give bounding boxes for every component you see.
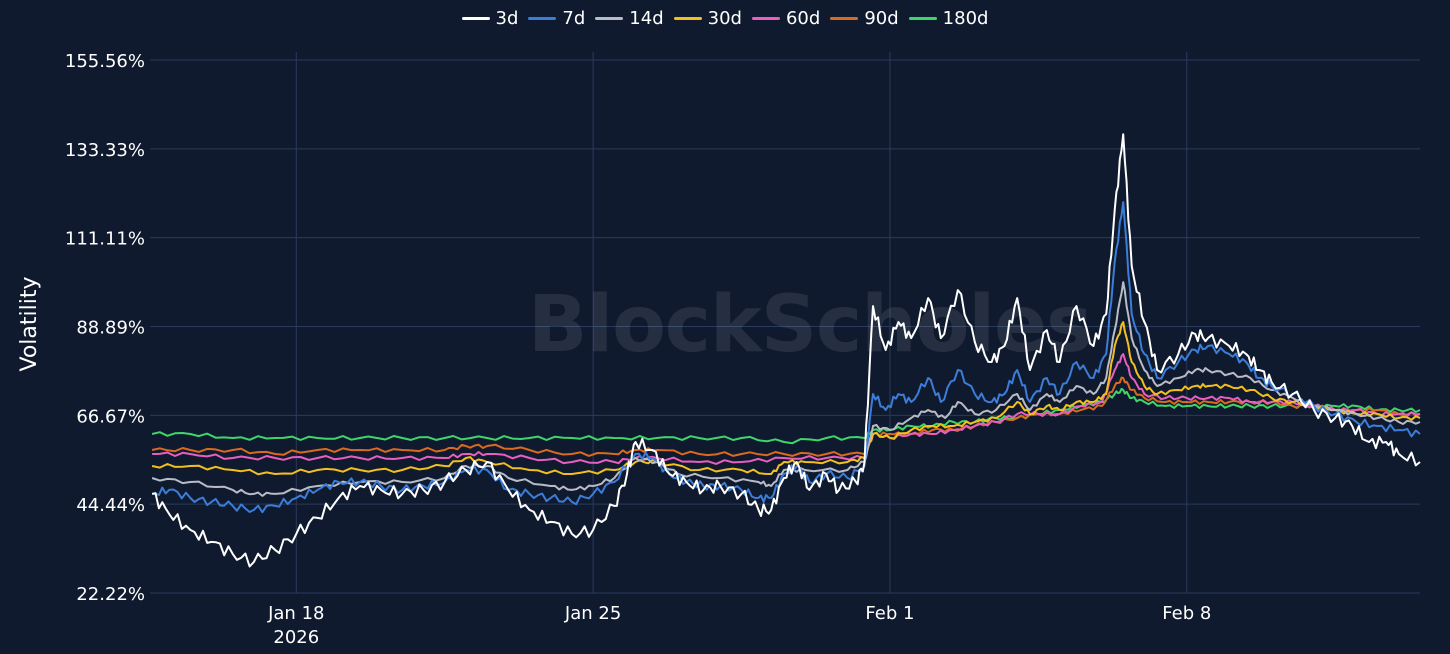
y-tick-label: 88.89% [76, 318, 145, 339]
series-line-30d [151, 321, 1421, 476]
legend-item-180d[interactable]: 180d [908, 8, 989, 29]
legend-swatch [461, 17, 490, 20]
blockscholes-watermark: BlockScholes [528, 280, 1092, 370]
legend-swatch [673, 17, 702, 20]
y-axis-ticks: 22.22% 44.44% 66.67% 88.89% 111.11% 133.33% 15… [65, 51, 145, 605]
series-line-3d [151, 133, 1421, 568]
legend-item-60d[interactable]: 60d [751, 8, 821, 29]
y-tick-label: 44.44% [76, 495, 145, 516]
y-axis-label: Volatility [17, 276, 42, 371]
legend-item-14d[interactable]: 14d [595, 8, 664, 29]
legend-item-3d[interactable]: 3d [461, 8, 519, 29]
legend-label: 180d [942, 8, 989, 29]
y-tick-label: 111.11% [65, 229, 145, 250]
legend-swatch [528, 17, 557, 20]
series-line-180d [151, 387, 1421, 445]
series-lines [151, 133, 1421, 568]
x-axis-ticks: Jan 18 2026 Jan 25 Feb 1 Feb 8 [267, 603, 1211, 648]
legend-label: 90d [864, 8, 899, 29]
legend-item-30d[interactable]: 30d [673, 8, 742, 29]
legend: 3d 7d 14d 30d 60d 90d 180d [0, 8, 1450, 29]
legend-item-90d[interactable]: 90d [830, 8, 899, 29]
legend-label: 7d [562, 8, 586, 29]
y-tick-label: 155.56% [65, 51, 145, 72]
y-tick-label: 66.67% [76, 406, 145, 427]
series-line-90d [151, 376, 1421, 457]
x-tick-label: Jan 25 [564, 603, 621, 624]
legend-swatch [830, 17, 859, 20]
legend-swatch [908, 17, 937, 20]
series-line-60d [152, 353, 1421, 465]
legend-label: 14d [629, 8, 664, 29]
x-tick-label: Jan 18 [267, 603, 324, 624]
legend-label: 30d [707, 8, 742, 29]
legend-label: 60d [785, 8, 821, 29]
x-tick-label: Feb 8 [1162, 603, 1211, 624]
x-tick-year-label: 2026 [273, 627, 319, 648]
y-tick-label: 133.33% [65, 140, 145, 161]
series-line-7d [152, 201, 1421, 514]
legend-label: 3d [495, 8, 519, 29]
legend-swatch [751, 17, 780, 20]
y-tick-label: 22.22% [76, 584, 145, 605]
x-tick-label: Feb 1 [865, 603, 914, 624]
grid [150, 52, 1420, 594]
legend-swatch [595, 17, 624, 20]
legend-item-7d[interactable]: 7d [528, 8, 585, 29]
